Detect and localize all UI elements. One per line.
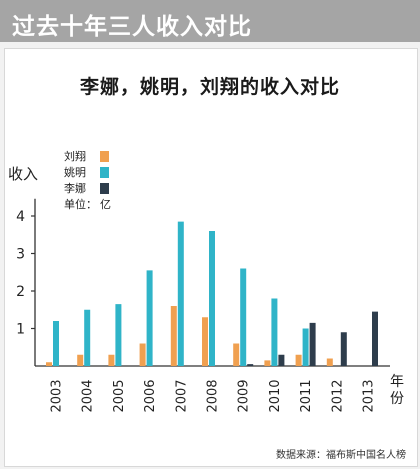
bar-刘翔-2012 (326, 358, 333, 366)
bar-刘翔-2009 (233, 343, 240, 366)
bar-姚明-2007 (177, 221, 184, 366)
unit-value: 亿 (100, 198, 111, 211)
legend-swatch (100, 166, 109, 178)
x-tick-label: 2003 (50, 379, 65, 412)
bar-李娜-2011 (309, 322, 316, 366)
bar-刘翔-2008 (202, 317, 208, 366)
y-tick-label: 2 (16, 284, 25, 300)
x-tick-label: 2011 (299, 379, 314, 412)
bar-刘翔-2004 (77, 354, 84, 366)
bar-刘翔-2003 (46, 362, 52, 366)
x-tick-label: 2008 (206, 379, 221, 412)
x-tick-label: 2006 (143, 379, 158, 412)
legend-swatch (100, 150, 109, 162)
y-tick-label: 1 (16, 322, 25, 338)
banner-title: 过去十年三人收入对比 (12, 14, 252, 40)
bar-姚明-2010 (271, 298, 278, 366)
legend-item-yaoming: 姚明 (64, 164, 111, 180)
unit-note: 单位： 亿 (64, 196, 111, 212)
bar-李娜-2010 (278, 354, 285, 366)
legend-label: 姚明 (64, 166, 86, 179)
bar-姚明-2003 (53, 321, 59, 366)
y-axis-label: 收入 (8, 165, 39, 183)
bar-刘翔-2010 (264, 360, 271, 366)
x-tick-label: 2012 (330, 379, 345, 412)
bar-姚明-2011 (302, 328, 309, 366)
x-tick-label: 2010 (268, 379, 283, 412)
bar-李娜-2013 (372, 311, 378, 366)
chart-title: 李娜，姚明，刘翔的收入对比 (79, 76, 340, 98)
legend-swatch (100, 182, 109, 194)
bar-刘翔-2005 (108, 354, 115, 366)
bar-李娜-2012 (340, 332, 347, 366)
data-source: 数据来源：福布斯中国名人榜 (276, 450, 406, 461)
bar-姚明-2006 (146, 270, 153, 366)
x-tick-label: 2009 (237, 379, 252, 412)
header-banner: 过去十年三人收入对比 (0, 0, 420, 42)
legend-label: 李娜 (64, 182, 86, 195)
x-axis-label: 年份 (390, 374, 404, 407)
bar-姚明-2008 (209, 231, 215, 366)
legend: 刘翔 姚明 李娜 单位： 亿 (64, 148, 111, 212)
y-tick-label: 3 (16, 247, 25, 263)
x-tick-label: 2007 (174, 379, 189, 412)
legend-item-lina: 李娜 (64, 180, 111, 196)
bar-姚明-2005 (115, 304, 122, 366)
x-tick-label: 2013 (362, 379, 377, 412)
x-tick-label: 2005 (112, 379, 127, 412)
bar-刘翔-2007 (170, 306, 177, 366)
bar-姚明-2009 (240, 268, 247, 366)
legend-label: 刘翔 (64, 150, 86, 163)
x-tick-label: 2004 (81, 379, 96, 412)
bar-姚明-2004 (84, 309, 91, 366)
unit-label: 单位： (64, 198, 97, 211)
bar-刘翔-2006 (139, 343, 146, 366)
bar-刘翔-2011 (295, 354, 302, 366)
y-tick-label: 4 (16, 209, 25, 225)
bar-李娜-2009 (247, 364, 254, 366)
legend-item-liuxiang: 刘翔 (64, 148, 111, 164)
